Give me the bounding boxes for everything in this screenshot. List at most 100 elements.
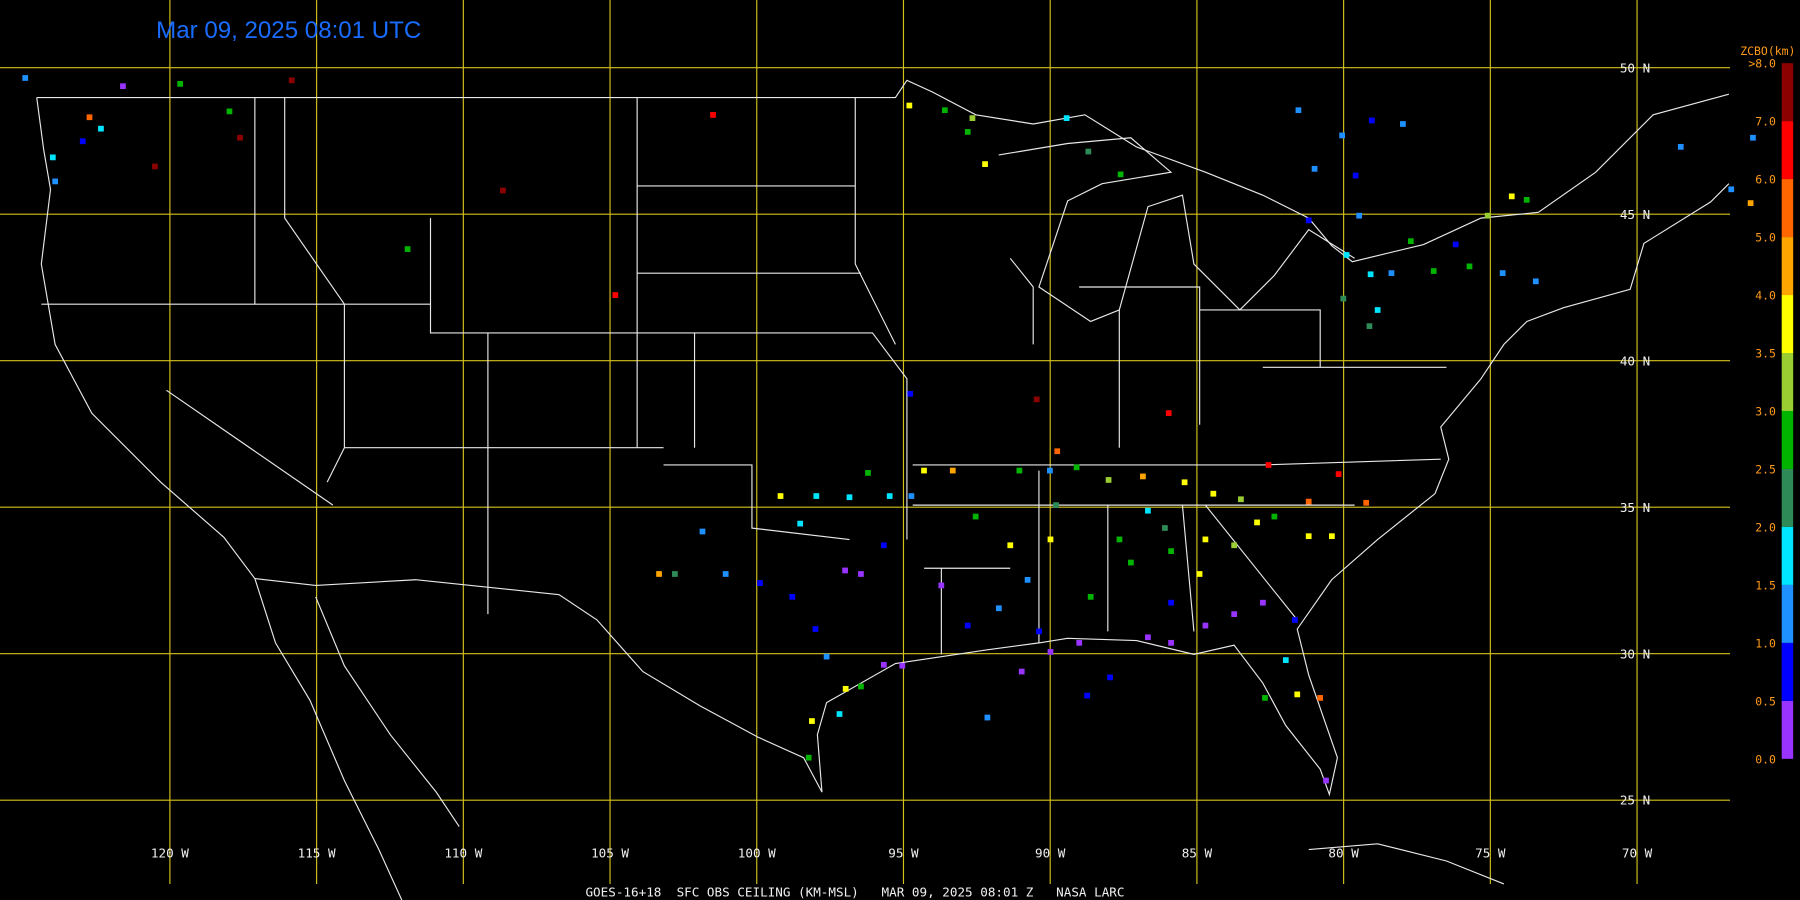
lat-label: 30 N	[1620, 646, 1650, 661]
station	[1016, 467, 1023, 474]
station	[1747, 200, 1754, 206]
station	[1282, 657, 1289, 663]
station	[1367, 271, 1374, 278]
footer: GOES-16+18 SFC OBS CEILING (KM-MSL) MAR …	[585, 885, 1124, 900]
station	[1499, 270, 1506, 276]
station	[612, 292, 619, 298]
geography	[36, 79, 1730, 900]
station	[1140, 473, 1146, 480]
station	[1265, 462, 1272, 468]
colorbar-label: 1.5	[1755, 578, 1776, 592]
colorbar-segment	[1781, 642, 1794, 701]
lon-label: 100 W	[738, 846, 776, 861]
station	[672, 571, 678, 577]
station	[1254, 519, 1260, 526]
station	[938, 582, 945, 589]
lon-label: 115 W	[298, 846, 336, 861]
station	[995, 605, 1002, 612]
station	[789, 593, 796, 600]
station	[982, 161, 988, 167]
lon-label: 75 W	[1475, 846, 1506, 861]
colorbar-label: 4.0	[1755, 289, 1776, 303]
colorbar-segment	[1781, 237, 1794, 296]
station	[1033, 396, 1040, 403]
station	[865, 470, 871, 476]
lon-label: 85 W	[1182, 846, 1213, 861]
station	[1271, 513, 1278, 520]
station	[805, 754, 812, 761]
station	[1400, 121, 1406, 127]
station	[1407, 238, 1414, 245]
station	[1295, 107, 1302, 114]
station	[1145, 507, 1151, 514]
lon-label: 105 W	[591, 846, 629, 861]
colorbar-segment	[1781, 295, 1794, 354]
station	[880, 542, 887, 549]
colorbar-label: 6.0	[1755, 173, 1776, 187]
lon-label: 95 W	[888, 846, 919, 861]
lat-label: 45 N	[1620, 207, 1650, 222]
station	[1168, 639, 1174, 646]
station	[1047, 649, 1054, 655]
station	[1356, 212, 1363, 219]
station	[1007, 542, 1014, 549]
station	[1162, 525, 1168, 531]
lat-label: 40 N	[1620, 353, 1650, 368]
station	[1366, 323, 1373, 330]
station	[1317, 695, 1324, 701]
colorbar-segment	[1781, 700, 1794, 759]
state-lines	[41, 97, 1447, 655]
lat-label: 25 N	[1620, 793, 1650, 808]
station	[1105, 477, 1112, 483]
station	[1323, 777, 1329, 784]
station	[1087, 593, 1094, 600]
station	[949, 467, 956, 474]
station	[1452, 241, 1459, 248]
colorbar-title: ZCBO(km)	[1740, 44, 1795, 58]
station	[972, 513, 979, 520]
station	[842, 567, 848, 574]
station	[79, 138, 86, 145]
station	[1305, 498, 1312, 505]
station	[899, 662, 906, 669]
station	[1508, 193, 1515, 200]
station	[908, 493, 915, 499]
station	[86, 114, 93, 121]
station	[823, 653, 830, 660]
station	[1343, 252, 1350, 258]
colorbar-label: 3.0	[1755, 405, 1776, 419]
station	[1352, 172, 1359, 179]
colorbar-segment	[1781, 353, 1794, 411]
colorbar-label: 2.0	[1755, 521, 1776, 535]
colorbar-segment	[1781, 584, 1794, 643]
lon-label: 90 W	[1035, 846, 1066, 861]
great-lakes	[998, 137, 1355, 323]
station	[1374, 307, 1381, 313]
station	[1181, 479, 1188, 486]
station	[120, 83, 126, 90]
station	[404, 246, 411, 252]
colorbar-segment	[1781, 468, 1794, 527]
station	[1076, 639, 1083, 646]
station	[1165, 410, 1172, 417]
station	[858, 683, 864, 690]
station	[1117, 171, 1124, 178]
station	[1202, 536, 1209, 543]
station	[809, 718, 815, 724]
station	[722, 571, 729, 577]
station	[797, 520, 804, 527]
station	[226, 108, 233, 115]
station	[1145, 634, 1151, 641]
graticule: 50 N 45 N 40 N 35 N 30 N 25 N 120 W 115 W 110 W 1…	[0, 0, 1731, 884]
station	[906, 102, 913, 109]
station	[1036, 628, 1042, 635]
station	[1084, 692, 1091, 699]
station	[22, 75, 29, 81]
station	[1339, 132, 1346, 139]
station	[1340, 295, 1347, 302]
station	[710, 112, 716, 118]
